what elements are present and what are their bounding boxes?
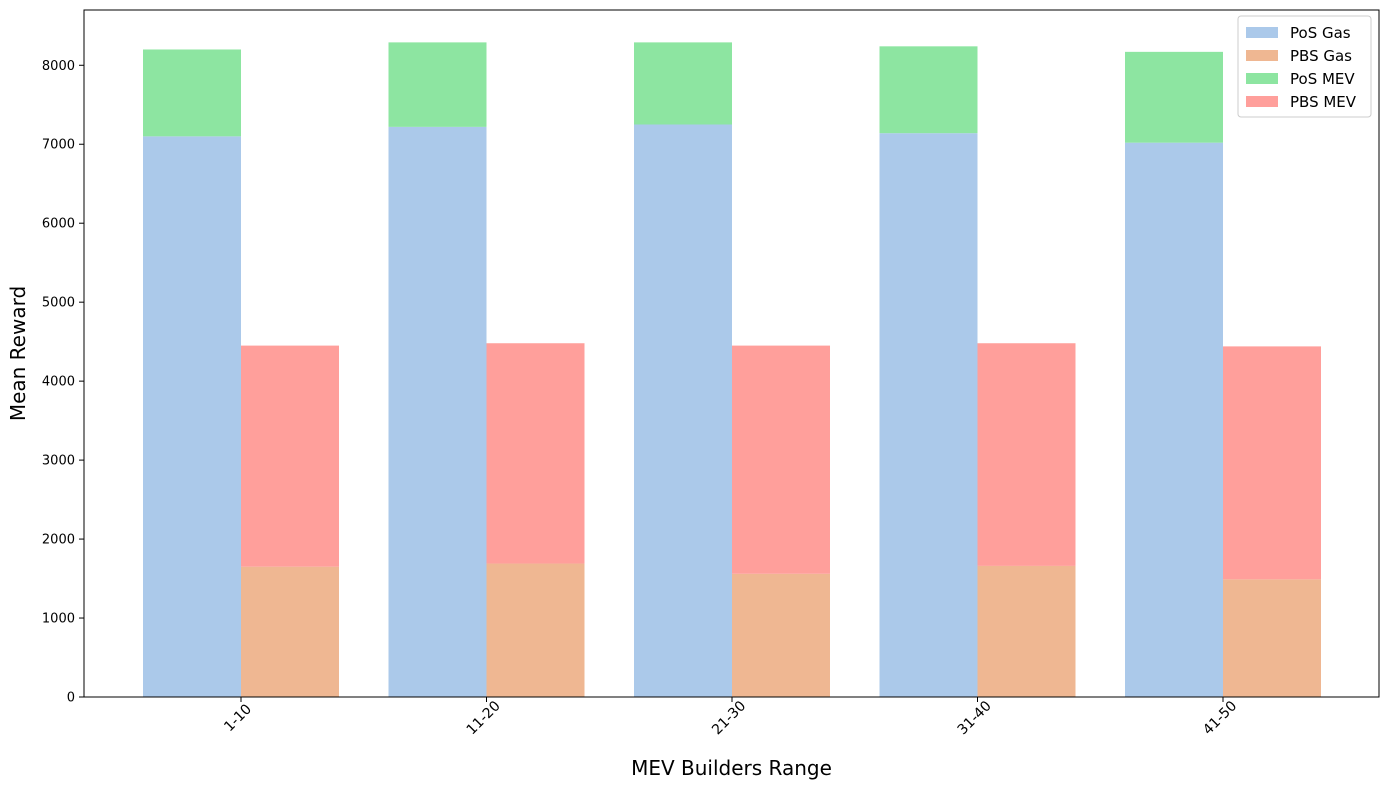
y-tick-label: 2000 xyxy=(42,533,75,548)
bar-pos-mev-21-30 xyxy=(634,42,732,125)
bar-pos-gas-21-30 xyxy=(634,124,732,697)
x-axis: 1-10 11-20 21-30 31-40 41-50 xyxy=(221,697,1240,738)
bar-pbs-gas-11-20 xyxy=(486,563,585,697)
bar-pos-gas-31-40 xyxy=(879,133,978,697)
bar-pos-mev-31-40 xyxy=(879,46,978,134)
legend: PoS Gas PBS Gas PoS MEV PBS MEV xyxy=(1237,15,1372,118)
bar-pos-gas-1-10 xyxy=(143,136,241,697)
y-tick-label: 8000 xyxy=(42,59,75,74)
y-tick-label: 4000 xyxy=(42,375,75,390)
y-tick-label: 5000 xyxy=(42,296,75,311)
bar-pbs-mev-21-30 xyxy=(732,345,830,574)
bar-pbs-mev-11-20 xyxy=(486,343,585,564)
legend-label: PBS MEV xyxy=(1290,93,1357,111)
bar-pos-mev-11-20 xyxy=(388,42,487,127)
legend-swatch xyxy=(1246,96,1278,107)
x-axis-title: MEV Builders Range xyxy=(631,756,832,780)
bar-pbs-gas-21-30 xyxy=(732,573,830,697)
bar-pbs-mev-1-10 xyxy=(241,345,339,567)
bar-pbs-gas-41-50 xyxy=(1223,579,1321,697)
bar-pos-gas-11-20 xyxy=(388,126,487,698)
legend-label: PBS Gas xyxy=(1290,47,1352,65)
x-tick-label: 11-20 xyxy=(464,698,504,738)
legend-swatch xyxy=(1246,27,1278,38)
x-tick-label: 41-50 xyxy=(1200,698,1240,738)
y-axis: 0 1000 2000 3000 4000 5000 6000 7000 8000 xyxy=(42,59,84,706)
y-tick-label: 3000 xyxy=(42,454,75,469)
bar-pos-mev-41-50 xyxy=(1125,51,1223,143)
y-tick-label: 0 xyxy=(67,691,75,706)
bars-layer xyxy=(143,42,1321,698)
legend-label: PoS MEV xyxy=(1290,70,1355,88)
legend-box xyxy=(1237,15,1372,118)
y-axis-title: Mean Reward xyxy=(6,286,30,421)
bar-pos-gas-41-50 xyxy=(1125,142,1223,698)
x-tick-label: 1-10 xyxy=(221,701,255,735)
x-tick-label: 31-40 xyxy=(955,698,995,738)
legend-swatch xyxy=(1246,50,1278,61)
bar-pbs-gas-31-40 xyxy=(977,565,1076,697)
y-tick-label: 1000 xyxy=(42,612,75,627)
x-tick-label: 21-30 xyxy=(709,698,749,738)
bar-pos-mev-1-10 xyxy=(143,49,241,137)
y-tick-label: 6000 xyxy=(42,217,75,232)
y-tick-label: 7000 xyxy=(42,138,75,153)
legend-label: PoS Gas xyxy=(1290,24,1351,42)
bar-pbs-mev-41-50 xyxy=(1223,346,1321,580)
bar-pbs-mev-31-40 xyxy=(977,343,1076,566)
bar-pbs-gas-1-10 xyxy=(241,566,339,697)
legend-swatch xyxy=(1246,73,1278,84)
